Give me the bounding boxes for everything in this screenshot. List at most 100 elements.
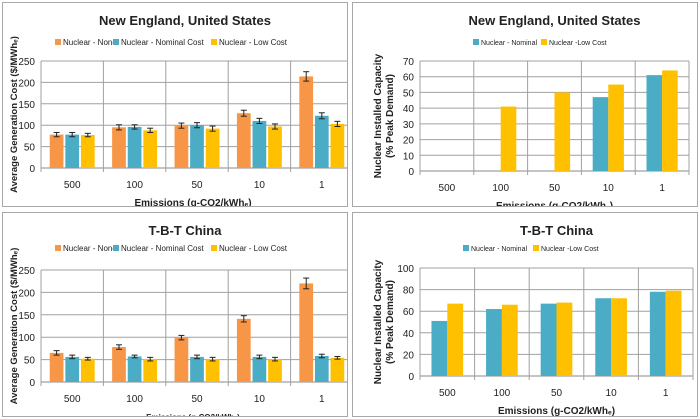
bar	[595, 298, 612, 376]
y-tick-label: 150	[18, 100, 35, 111]
y-tick-label: 0	[29, 378, 35, 389]
y-axis-label: Nuclear Installed Capacity	[373, 53, 384, 178]
bar	[236, 318, 251, 382]
legend-swatch	[55, 245, 61, 251]
legend-swatch	[211, 39, 217, 45]
legend-label: Nuclear - None	[63, 244, 117, 253]
x-axis-label: Emissions (g-CO2/kWhₑ)	[146, 413, 240, 417]
x-tick-label: 100	[492, 183, 509, 194]
bar	[252, 120, 267, 168]
y-tick-label: 40	[403, 329, 415, 340]
bar	[80, 135, 95, 168]
bar	[143, 359, 158, 382]
legend-swatch	[113, 39, 119, 45]
y-tick-label: 200	[18, 78, 35, 89]
x-tick-label: 50	[191, 394, 203, 405]
y-axis-label: (% Peak Demand)	[385, 74, 396, 158]
bar	[236, 113, 251, 168]
y-tick-label: 50	[24, 143, 36, 154]
bar	[314, 356, 329, 382]
x-tick-label: 500	[439, 183, 456, 194]
y-tick-label: 150	[18, 311, 35, 322]
x-axis-label: Emissions (g-CO2/kWhₑ)	[134, 198, 251, 207]
bar	[486, 309, 502, 376]
x-tick-label: 500	[64, 394, 81, 405]
y-tick-label: 250	[18, 57, 35, 68]
legend-swatch	[55, 39, 61, 45]
y-tick-label: 0	[408, 372, 414, 383]
y-axis-label: Average Generation Cost ($/MWhₑ)	[9, 248, 20, 405]
legend-swatch	[211, 245, 217, 251]
x-tick-label: 500	[64, 180, 81, 191]
bar	[49, 352, 64, 382]
bar	[65, 356, 80, 382]
bar	[447, 303, 464, 376]
legend-label: Nuclear - None	[63, 38, 117, 47]
x-tick-label: 100	[126, 394, 143, 405]
bar	[205, 128, 220, 168]
x-tick-label: 1	[319, 180, 325, 191]
bar	[80, 358, 95, 382]
chart-panel-china-capacity: T-B-T China Nuclear - Nominal Nuclear -Low…	[352, 212, 698, 417]
x-tick-label: 10	[254, 180, 266, 191]
bar	[268, 359, 282, 382]
bar	[127, 356, 142, 382]
bar	[608, 84, 624, 171]
bar	[330, 357, 345, 382]
bar	[662, 70, 678, 171]
y-tick-label: 30	[403, 120, 415, 131]
chart-title: New England, United States	[469, 13, 641, 28]
legend-label: Nuclear - Low Cost	[219, 38, 288, 47]
x-tick-label: 100	[126, 180, 143, 191]
chart-title: New England, United States	[99, 13, 271, 28]
x-tick-label: 10	[603, 183, 615, 194]
bar	[646, 75, 663, 171]
legend-swatch	[473, 39, 479, 45]
x-tick-label: 1	[319, 394, 325, 405]
y-tick-label: 80	[403, 286, 415, 297]
y-tick-label: 20	[403, 136, 415, 147]
chart-china-capacity: T-B-T China Nuclear - Nominal Nuclear -Low…	[373, 223, 694, 417]
bar	[299, 283, 314, 382]
y-tick-label: 70	[403, 57, 415, 68]
x-tick-label: 50	[549, 183, 561, 194]
y-tick-label: 100	[397, 264, 414, 275]
bar	[252, 356, 267, 382]
x-tick-label: 10	[606, 388, 618, 399]
y-tick-label: 10	[403, 151, 415, 162]
legend-label: Nuclear - Nominal	[471, 246, 527, 253]
bar	[127, 126, 142, 168]
bar	[314, 115, 329, 168]
x-tick-label: 100	[494, 388, 511, 399]
bar	[556, 302, 573, 376]
y-axis-label: Average Generation Cost ($/MWhₑ)	[9, 36, 20, 193]
x-tick-label: 1	[663, 388, 669, 399]
bar	[268, 126, 282, 168]
bar	[174, 125, 189, 168]
bar	[65, 134, 80, 168]
bar	[665, 290, 682, 376]
y-tick-label: 50	[403, 88, 415, 99]
bar	[49, 134, 64, 168]
x-tick-label: 1	[659, 183, 665, 194]
y-tick-label: 40	[403, 104, 415, 115]
chart-panel-china-cost: T-B-T China Nuclear - None Nuclear - Nomin…	[2, 212, 348, 417]
chart-panel-ne-capacity: New England, United States Nuclear - Nomi…	[352, 2, 698, 207]
x-axis-label: Emissions (g-CO2/kWhₑ)	[498, 406, 615, 417]
bar	[112, 127, 126, 168]
legend-label: Nuclear - Nominal Cost	[121, 244, 204, 253]
y-tick-label: 100	[18, 333, 35, 344]
y-tick-label: 50	[24, 356, 36, 367]
chart-panel-ne-cost: New England, United States Nuclear - None…	[2, 2, 348, 207]
legend-label: Nuclear - Nominal	[481, 40, 537, 47]
bar	[540, 303, 557, 376]
y-tick-label: 100	[18, 121, 35, 132]
bar	[649, 291, 666, 376]
x-tick-label: 10	[254, 394, 266, 405]
bar	[500, 106, 517, 171]
bar	[431, 320, 448, 376]
y-tick-label: 60	[403, 307, 415, 318]
bar	[501, 304, 518, 376]
legend-swatch	[463, 245, 469, 251]
y-tick-label: 250	[18, 266, 35, 277]
